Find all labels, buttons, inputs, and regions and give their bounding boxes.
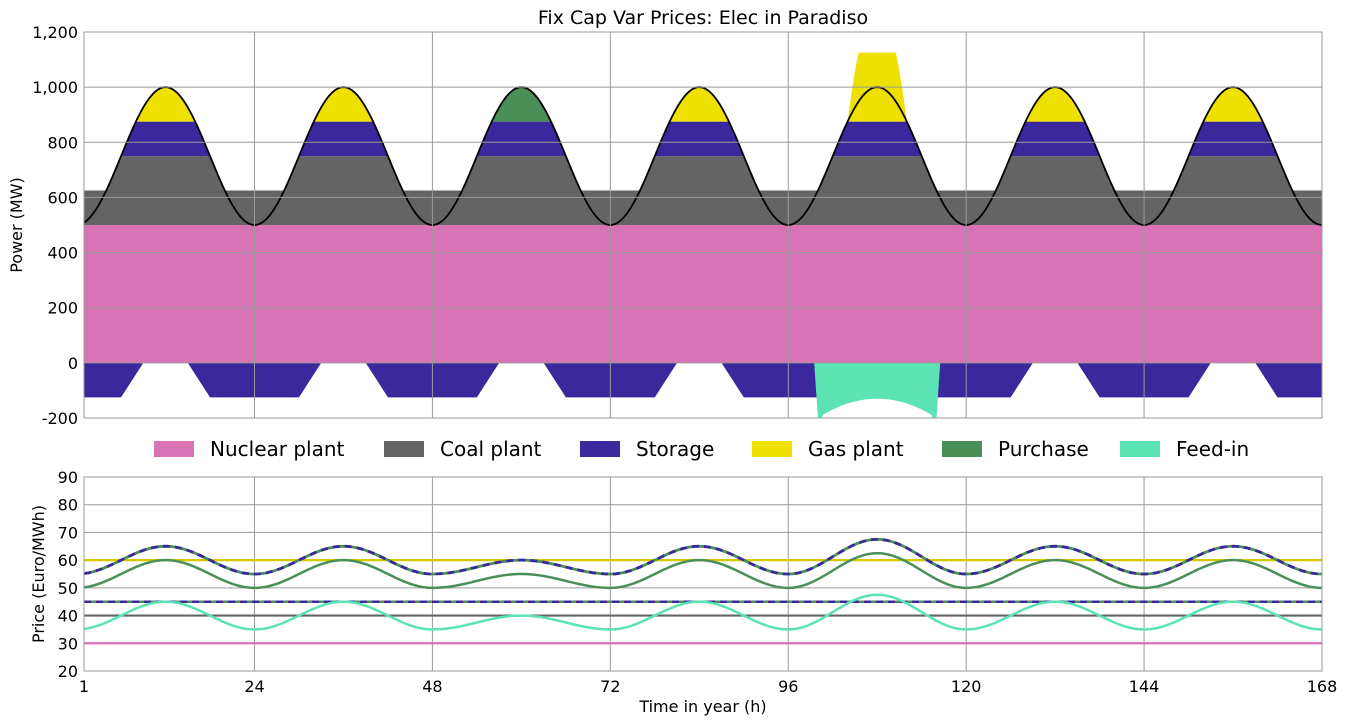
price-line-purchase-top-under — [83, 537, 1323, 576]
power-tick-label: 400 — [47, 244, 78, 263]
area-gas-plant-day-2 — [261, 87, 440, 122]
area-gas-plant-day-4 — [617, 87, 796, 122]
legend-swatch-coal-plant — [384, 441, 424, 457]
legend-swatch-nuclear-plant — [154, 441, 194, 457]
legend-label-storage: Storage — [636, 437, 714, 461]
power-tick-label: 600 — [47, 188, 78, 207]
price-tick-label: 60 — [58, 551, 78, 570]
price-tick-label: 80 — [58, 496, 78, 515]
price-line-purchase-top — [83, 537, 1323, 576]
legend-swatch-gas-plant — [752, 441, 792, 457]
price-y-axis-title: Price (Euro/MWh) — [29, 505, 48, 643]
legend: Nuclear plant Coal plant Storage Gas plant P… — [154, 437, 1249, 461]
price-x-tick-label: 1 — [79, 677, 89, 696]
chart-title: Fix Cap Var Prices: Elec in Paradiso — [538, 7, 868, 29]
legend-label-gas-plant: Gas plant — [808, 437, 904, 461]
legend-label-coal-plant: Coal plant — [440, 437, 542, 461]
price-tick-label: 70 — [58, 523, 78, 542]
area-storage-charge-8 — [1255, 362, 1322, 398]
price-line-feed-in — [83, 593, 1323, 631]
area-storage-discharge — [84, 121, 1322, 157]
price-tick-label: 30 — [58, 634, 78, 653]
power-tick-label: 0 — [68, 354, 78, 373]
power-frame — [83, 31, 1323, 419]
demand-line — [83, 86, 1323, 226]
power-tick-label: 200 — [47, 299, 78, 318]
power-tick-label: 800 — [47, 133, 78, 152]
area-feed-in — [814, 362, 941, 418]
area-coal-plant — [84, 156, 1322, 225]
area-gas-plant-day-7 — [1151, 87, 1322, 122]
legend-label-nuclear-plant: Nuclear plant — [210, 437, 345, 461]
price-x-tick-label: 72 — [600, 677, 620, 696]
power-y-axis-title: Power (MW) — [7, 177, 26, 273]
price-x-tick-label: 24 — [244, 677, 264, 696]
power-panel: -200 0 200 400 600 800 1,000 1,200 Fix Cap Var P… — [7, 7, 1323, 428]
power-tick-label: 1,000 — [32, 78, 78, 97]
power-tick-label: -200 — [42, 409, 78, 428]
legend-swatch-purchase — [942, 441, 982, 457]
legend-swatch-storage — [580, 441, 620, 457]
price-x-tick-label: 144 — [1129, 677, 1160, 696]
price-x-tick-label: 48 — [422, 677, 442, 696]
legend-label-feed-in: Feed-in — [1176, 437, 1249, 461]
area-purchase-day-3 — [439, 87, 618, 122]
price-line-purchase — [83, 551, 1323, 590]
price-tick-label: 90 — [58, 468, 78, 487]
area-storage-charge-1 — [84, 362, 144, 398]
price-frame — [83, 476, 1323, 672]
price-tick-label: 20 — [58, 662, 78, 681]
area-nuclear-plant — [84, 225, 1322, 363]
price-x-tick-label: 96 — [778, 677, 798, 696]
legend-swatch-feed-in — [1120, 441, 1160, 457]
legend-label-purchase: Purchase — [998, 437, 1089, 461]
price-x-tick-label: 120 — [951, 677, 982, 696]
price-tick-label: 50 — [58, 579, 78, 598]
area-gas-plant-day-6 — [973, 87, 1152, 122]
price-x-tick-label: 168 — [1307, 677, 1338, 696]
price-tick-label: 40 — [58, 607, 78, 626]
price-panel: 20 30 40 50 60 70 80 90 1 24 48 72 96 120 144 168 Price … — [29, 468, 1337, 716]
price-x-axis-title: Time in year (h) — [638, 697, 766, 716]
area-gas-plant-day-1 — [84, 87, 262, 122]
power-tick-label: 1,200 — [32, 23, 78, 42]
